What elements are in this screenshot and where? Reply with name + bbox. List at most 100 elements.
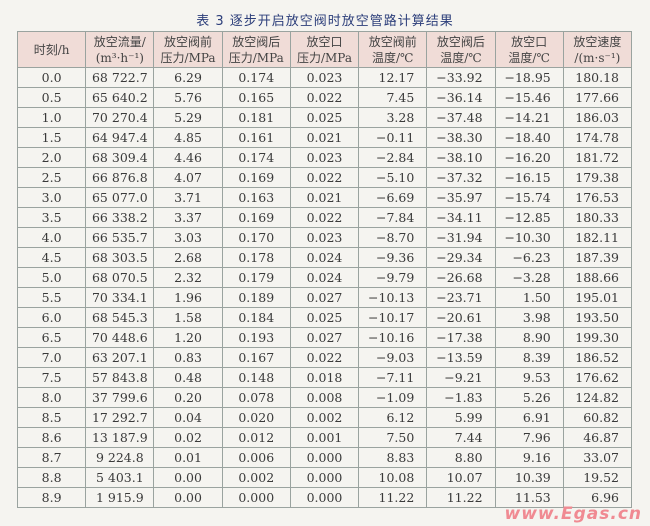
table-cell: 65 077.0 [85, 187, 155, 208]
table-row: 1.5 64 947.4 4.85 0.161 0.021 −0.11 −38.30 −18.… [16, 127, 633, 148]
table-caption: 表 3 逐步开启放空阀时放空管路计算结果 [196, 14, 454, 29]
table-row: 8.6 13 187.9 0.02 0.012 0.001 7.50 7.44 7.96 46.… [16, 427, 633, 448]
table-cell: 7.50 [358, 427, 428, 448]
table-cell: −2.84 [358, 147, 428, 168]
table-cell: 5.76 [153, 87, 223, 108]
table-cell: 11.22 [426, 487, 496, 508]
table-cell: −26.68 [426, 267, 496, 288]
table-cell: 0.023 [289, 67, 360, 88]
column-header-line: 温度/℃ [371, 50, 414, 65]
table-row: 8.0 37 799.6 0.20 0.078 0.008 −1.09 −1.83 5.26 1… [16, 387, 633, 408]
table-cell: 0.018 [289, 367, 360, 388]
table-cell: 7.44 [426, 427, 496, 448]
table-cell: 70 448.6 [85, 327, 155, 348]
table-cell: 6.5 [16, 327, 87, 348]
table-cell: 187.39 [562, 247, 633, 268]
table-cell: 4.07 [153, 167, 223, 188]
table-cell: 195.01 [562, 287, 633, 308]
table-cell: 8.39 [494, 347, 564, 368]
table-cell: 0.174 [221, 67, 291, 88]
column-header: 放空阀后 压力/MPa [221, 31, 291, 68]
table-row: 6.5 70 448.6 1.20 0.193 0.027 −10.16 −17.38 8.9… [16, 327, 633, 348]
table-cell: 8.8 [16, 467, 87, 488]
table-cell: −16.20 [494, 147, 564, 168]
table-row: 4.5 68 303.5 2.68 0.178 0.024 −9.36 −29.34 −6.2… [16, 247, 633, 268]
table-cell: 8.6 [16, 427, 87, 448]
column-header: 放空速度/(m·s⁻¹) [562, 31, 633, 68]
table-cell: 66 876.8 [85, 167, 155, 188]
table-cell: −16.15 [494, 167, 564, 188]
results-table: 时刻/h 放空流量/(m³·h⁻¹) 放空阀前 压力/MPa 放空阀后 压力/MPa 放空口… [16, 31, 633, 508]
table-cell: 7.96 [494, 427, 564, 448]
table-cell: −37.32 [426, 167, 496, 188]
table-cell: 0.022 [289, 207, 360, 228]
table-cell: 181.72 [562, 147, 633, 168]
table-cell: 9.16 [494, 447, 564, 468]
table-cell: 2.68 [153, 247, 223, 268]
table-cell: 3.98 [494, 307, 564, 328]
table-cell: −34.11 [426, 207, 496, 228]
table-cell: 66 338.2 [85, 207, 155, 228]
column-header-line: 放空阀前 [164, 34, 213, 49]
table-cell: −12.85 [494, 207, 564, 228]
table-cell: 0.012 [221, 427, 291, 448]
table-cell: 1.0 [16, 107, 87, 128]
table-cell: 0.022 [289, 167, 360, 188]
table-row: 8.8 5 403.1 0.00 0.002 0.000 10.08 10.07 10.39 1… [16, 467, 633, 488]
table-cell: −5.10 [358, 167, 428, 188]
table-row: 5.0 68 070.5 2.32 0.179 0.024 −9.79 −26.68 −3.2… [16, 267, 633, 288]
table-cell: 0.02 [153, 427, 223, 448]
table-row: 3.0 65 077.0 3.71 0.163 0.021 −6.69 −35.97 −15.… [16, 187, 633, 208]
table-cell: −37.48 [426, 107, 496, 128]
table-cell: 3.0 [16, 187, 87, 208]
table-cell: 176.62 [562, 367, 633, 388]
table-cell: −9.79 [358, 267, 428, 288]
table-cell: −9.03 [358, 347, 428, 368]
table-cell: 8.7 [16, 447, 87, 468]
table-cell: −0.11 [358, 127, 428, 148]
column-header-line: (m³·h⁻¹) [95, 50, 144, 65]
column-header-line: 时刻/h [33, 42, 70, 57]
table-row: 2.0 68 309.4 4.46 0.174 0.023 −2.84 −38.10 −16.… [16, 147, 633, 168]
table-cell: 6.12 [358, 407, 428, 428]
table-cell: 37 799.6 [85, 387, 155, 408]
table-cell: 0.193 [221, 327, 291, 348]
column-header-line: 温度/℃ [440, 50, 482, 65]
table-row: 3.5 66 338.2 3.37 0.169 0.022 −7.84 −34.11 −12.… [16, 207, 633, 228]
table-cell: 0.027 [289, 287, 360, 308]
table-cell: 8.9 [16, 487, 87, 508]
table-cell: 3.37 [153, 207, 223, 228]
table-cell: 11.53 [494, 487, 564, 508]
table-cell: 68 070.5 [85, 267, 155, 288]
table-cell: −13.59 [426, 347, 496, 368]
table-cell: −18.95 [494, 67, 564, 88]
table-cell: 19.52 [562, 467, 633, 488]
table-cell: 0.023 [289, 147, 360, 168]
table-cell: 1.96 [153, 287, 223, 308]
table-cell: 0.184 [221, 307, 291, 328]
table-cell: 0.167 [221, 347, 291, 368]
table-cell: 0.48 [153, 367, 223, 388]
table-cell: 0.002 [289, 407, 360, 428]
table-cell: −6.69 [358, 187, 428, 208]
table-cell: 7.0 [16, 347, 87, 368]
table-cell: 177.66 [562, 87, 633, 108]
column-header-line: 放空口 [306, 34, 343, 49]
column-header-line: 压力/MPa [296, 50, 352, 65]
column-header-line: 放空速度 [573, 34, 622, 49]
table-cell: 5.5 [16, 287, 87, 308]
table-cell: −9.36 [358, 247, 428, 268]
table-cell: −3.28 [494, 267, 564, 288]
table-row: 8.5 17 292.7 0.04 0.020 0.002 6.12 5.99 6.91 60.… [16, 407, 633, 428]
table-cell: 70 270.4 [85, 107, 155, 128]
table-cell: 68 309.4 [85, 147, 155, 168]
table-cell: 0.04 [153, 407, 223, 428]
table-cell: 0.002 [221, 467, 291, 488]
table-row: 2.5 66 876.8 4.07 0.169 0.022 −5.10 −37.32 −16.… [16, 167, 633, 188]
table-cell: 0.001 [289, 427, 360, 448]
table-cell: 68 303.5 [85, 247, 155, 268]
column-header-line: 压力/MPa [160, 50, 216, 65]
table-cell: 3.5 [16, 207, 87, 228]
table-cell: 0.0 [16, 67, 87, 88]
column-header: 放空口 温度/℃ [494, 31, 564, 68]
